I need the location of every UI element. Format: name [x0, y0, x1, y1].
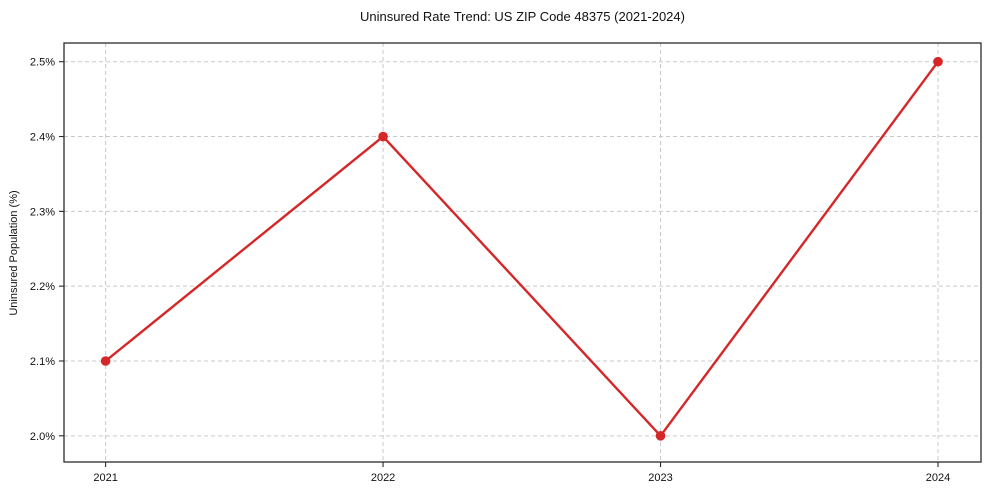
- x-tick-label: 2022: [371, 472, 395, 484]
- y-tick-label: 2.0%: [30, 431, 55, 443]
- y-tick-label: 2.3%: [30, 206, 55, 218]
- data-point-marker: [933, 56, 943, 67]
- x-tick-label: 2021: [93, 472, 117, 484]
- data-point-marker: [655, 431, 666, 441]
- x-tick-label: 2023: [648, 472, 672, 484]
- x-tick-label: 2024: [926, 472, 950, 484]
- y-tick-label: 2.4%: [30, 132, 55, 144]
- data-point-marker: [100, 356, 111, 366]
- y-tick-label: 2.2%: [30, 281, 55, 293]
- y-tick-label: 2.1%: [30, 356, 55, 368]
- plot-frame: [63, 42, 982, 463]
- data-point-marker: [378, 131, 388, 142]
- trend-line: [104, 60, 940, 438]
- y-tick-label: 2.5%: [30, 57, 55, 69]
- y-axis-label: Uninsured Population (%): [8, 190, 20, 316]
- chart-title: Uninsured Rate Trend: US ZIP Code 48375 …: [360, 9, 685, 24]
